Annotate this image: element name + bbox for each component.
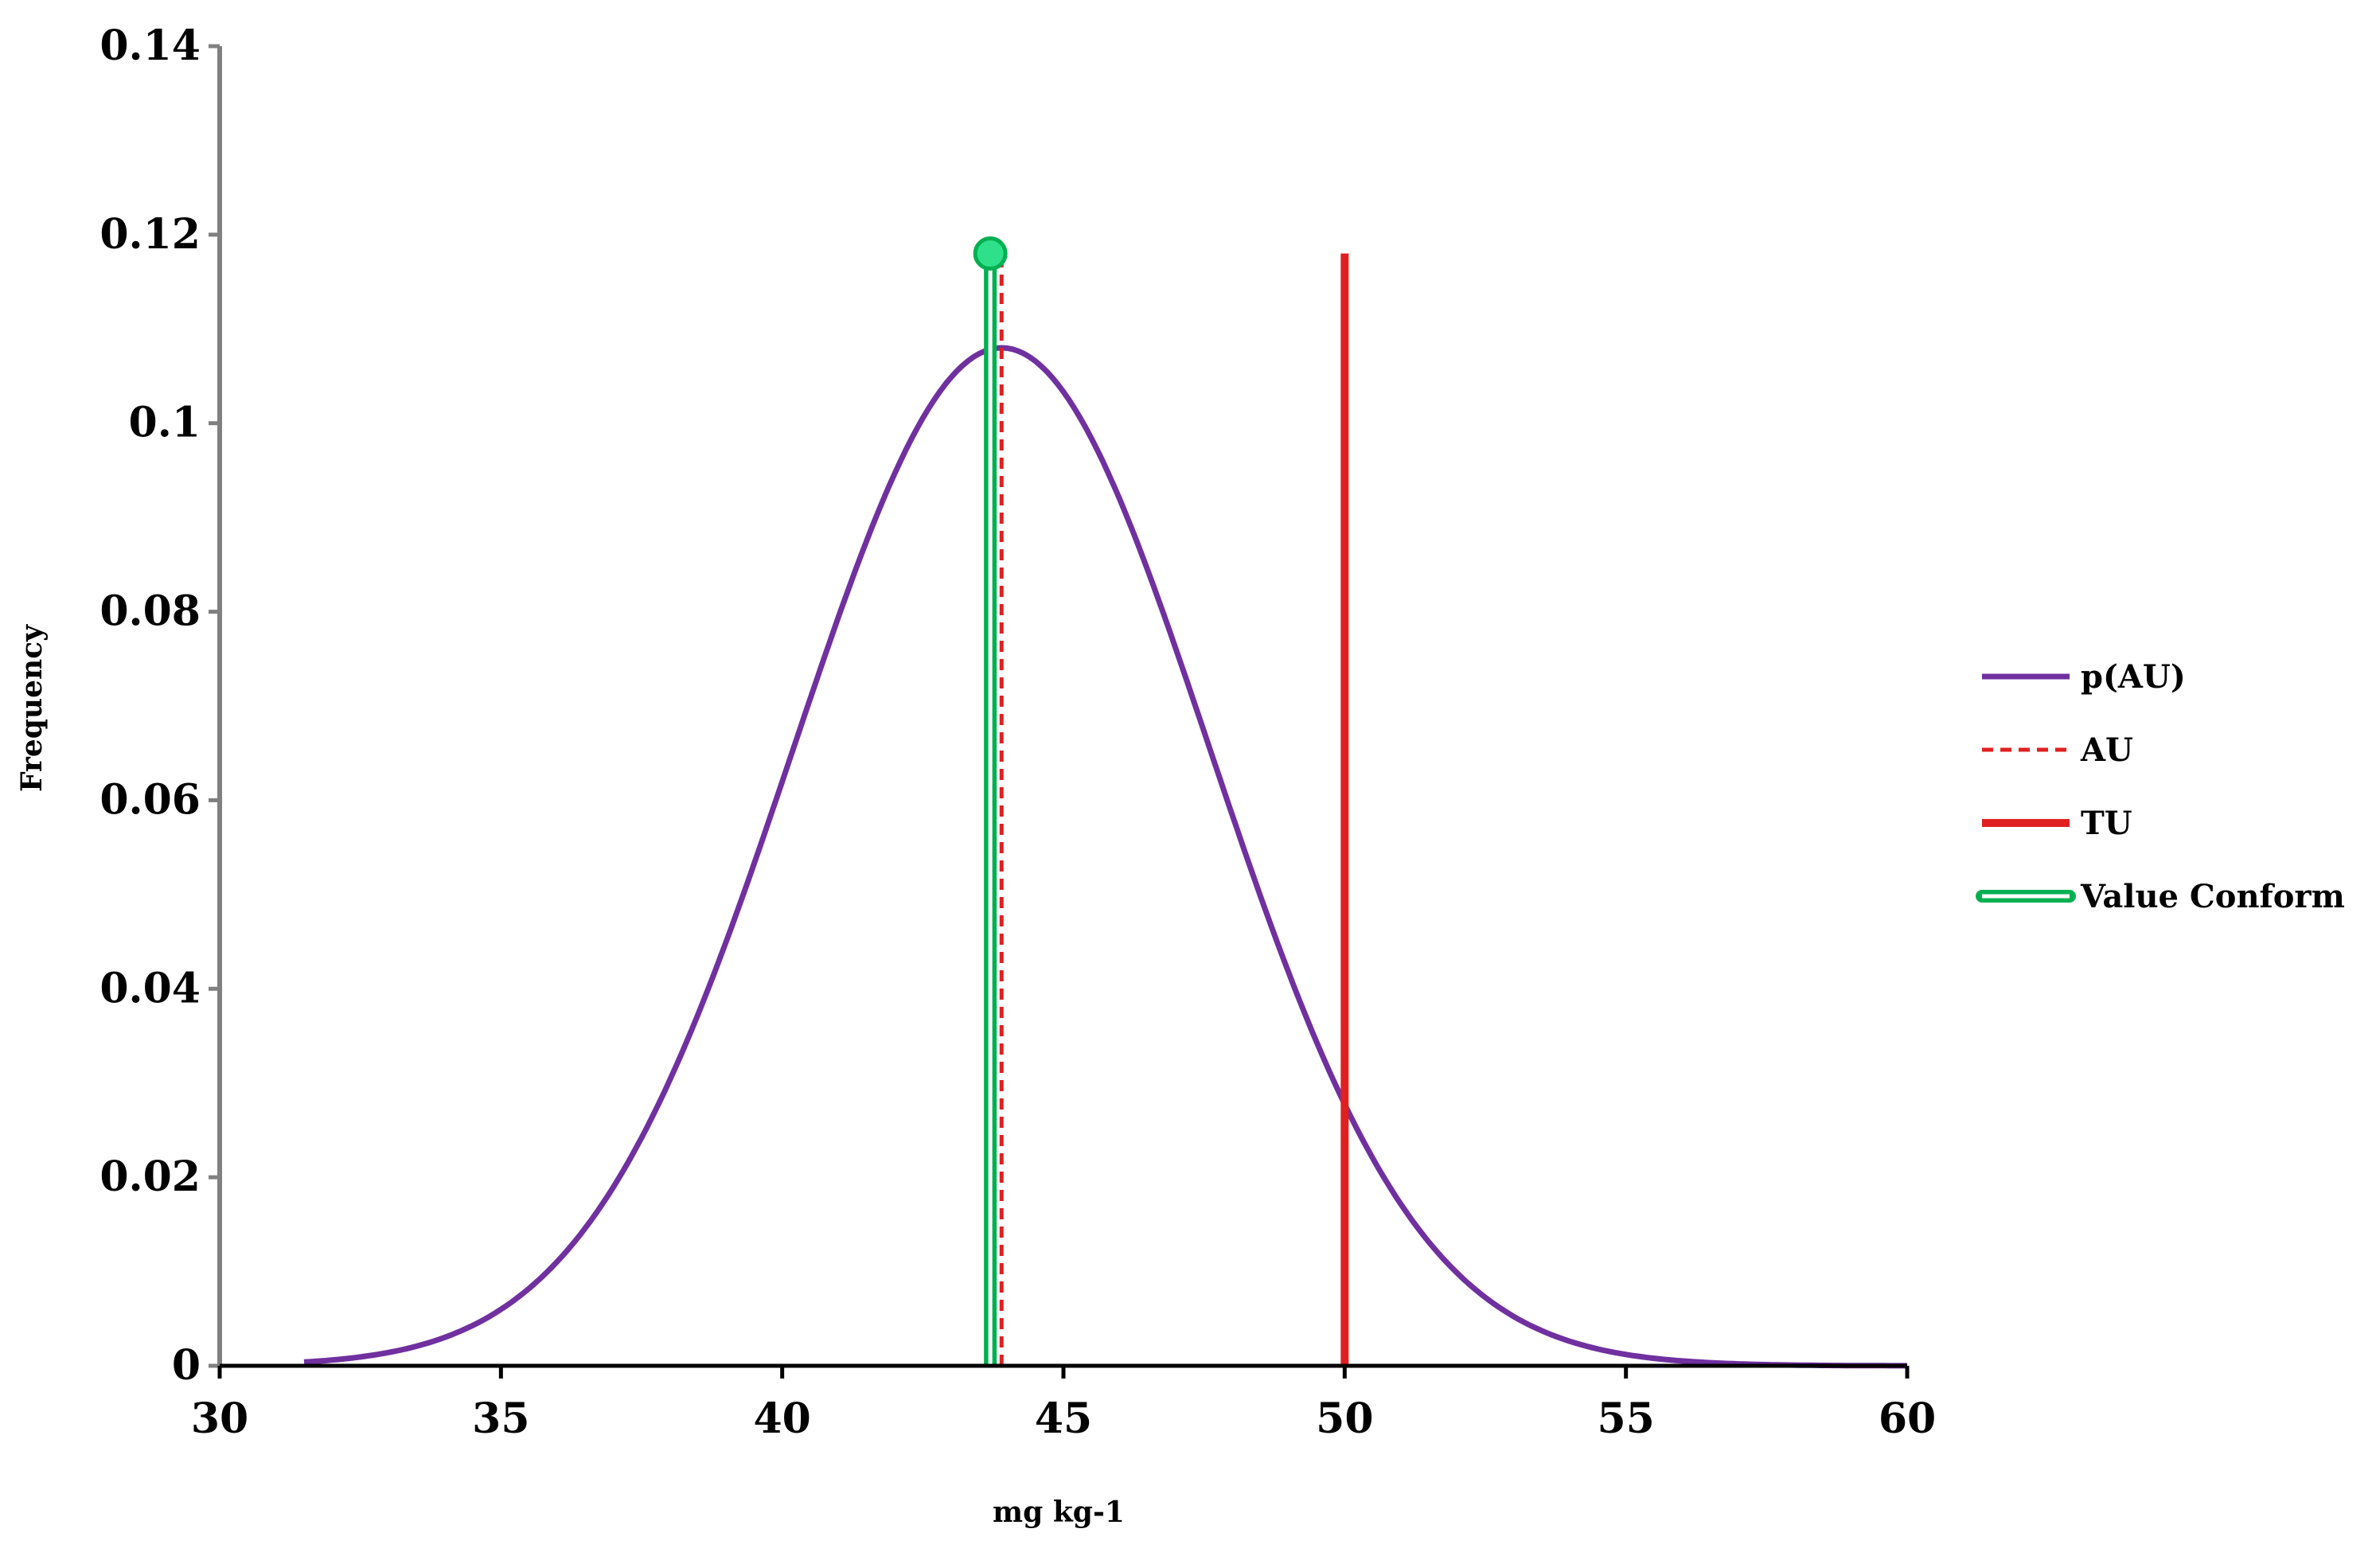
y-tick-label: 0 (172, 1341, 201, 1390)
y-tick-label: 0.02 (99, 1152, 201, 1201)
legend: p(AU) AU TU Value Conform (1976, 658, 2345, 915)
series-p-au-curve (303, 345, 1907, 1369)
legend-label: Value Conform (2080, 878, 2345, 915)
plot-area (303, 236, 1907, 1369)
legend-item-p-au: p(AU) (1982, 658, 2186, 696)
y-tick-label: 0.12 (99, 210, 201, 259)
x-tick-label: 60 (1879, 1394, 1936, 1443)
y-tick-label: 0.08 (99, 587, 201, 636)
y-tick-label: 0.04 (99, 964, 201, 1012)
legend-item-value-conform: Value Conform (1976, 878, 2345, 915)
legend-item-au: AU (1982, 731, 2133, 769)
x-tick-label: 50 (1316, 1394, 1373, 1443)
y-tick-label: 0.1 (129, 399, 201, 447)
x-axis-title: mg kg-1 (993, 1496, 1125, 1529)
y-axis-title: Frequency (15, 624, 49, 792)
y-axis: 0 0.02 0.04 0.06 0.08 0.1 0.12 0.14 (99, 21, 222, 1390)
legend-label: AU (2080, 731, 2133, 769)
series-value-conform-marker (973, 236, 1008, 271)
x-tick-label: 30 (191, 1394, 248, 1443)
y-tick-label: 0.14 (99, 21, 201, 70)
x-tick-label: 55 (1597, 1394, 1654, 1443)
legend-item-tu: TU (1982, 805, 2132, 842)
x-tick-label: 40 (753, 1394, 810, 1443)
x-axis: 30 35 40 45 50 55 60 (191, 1363, 1936, 1443)
x-tick-label: 35 (472, 1394, 529, 1443)
x-tick-label: 45 (1035, 1394, 1092, 1443)
legend-label: TU (2081, 805, 2132, 842)
y-tick-label: 0.06 (99, 775, 201, 824)
legend-label: p(AU) (2081, 658, 2186, 696)
